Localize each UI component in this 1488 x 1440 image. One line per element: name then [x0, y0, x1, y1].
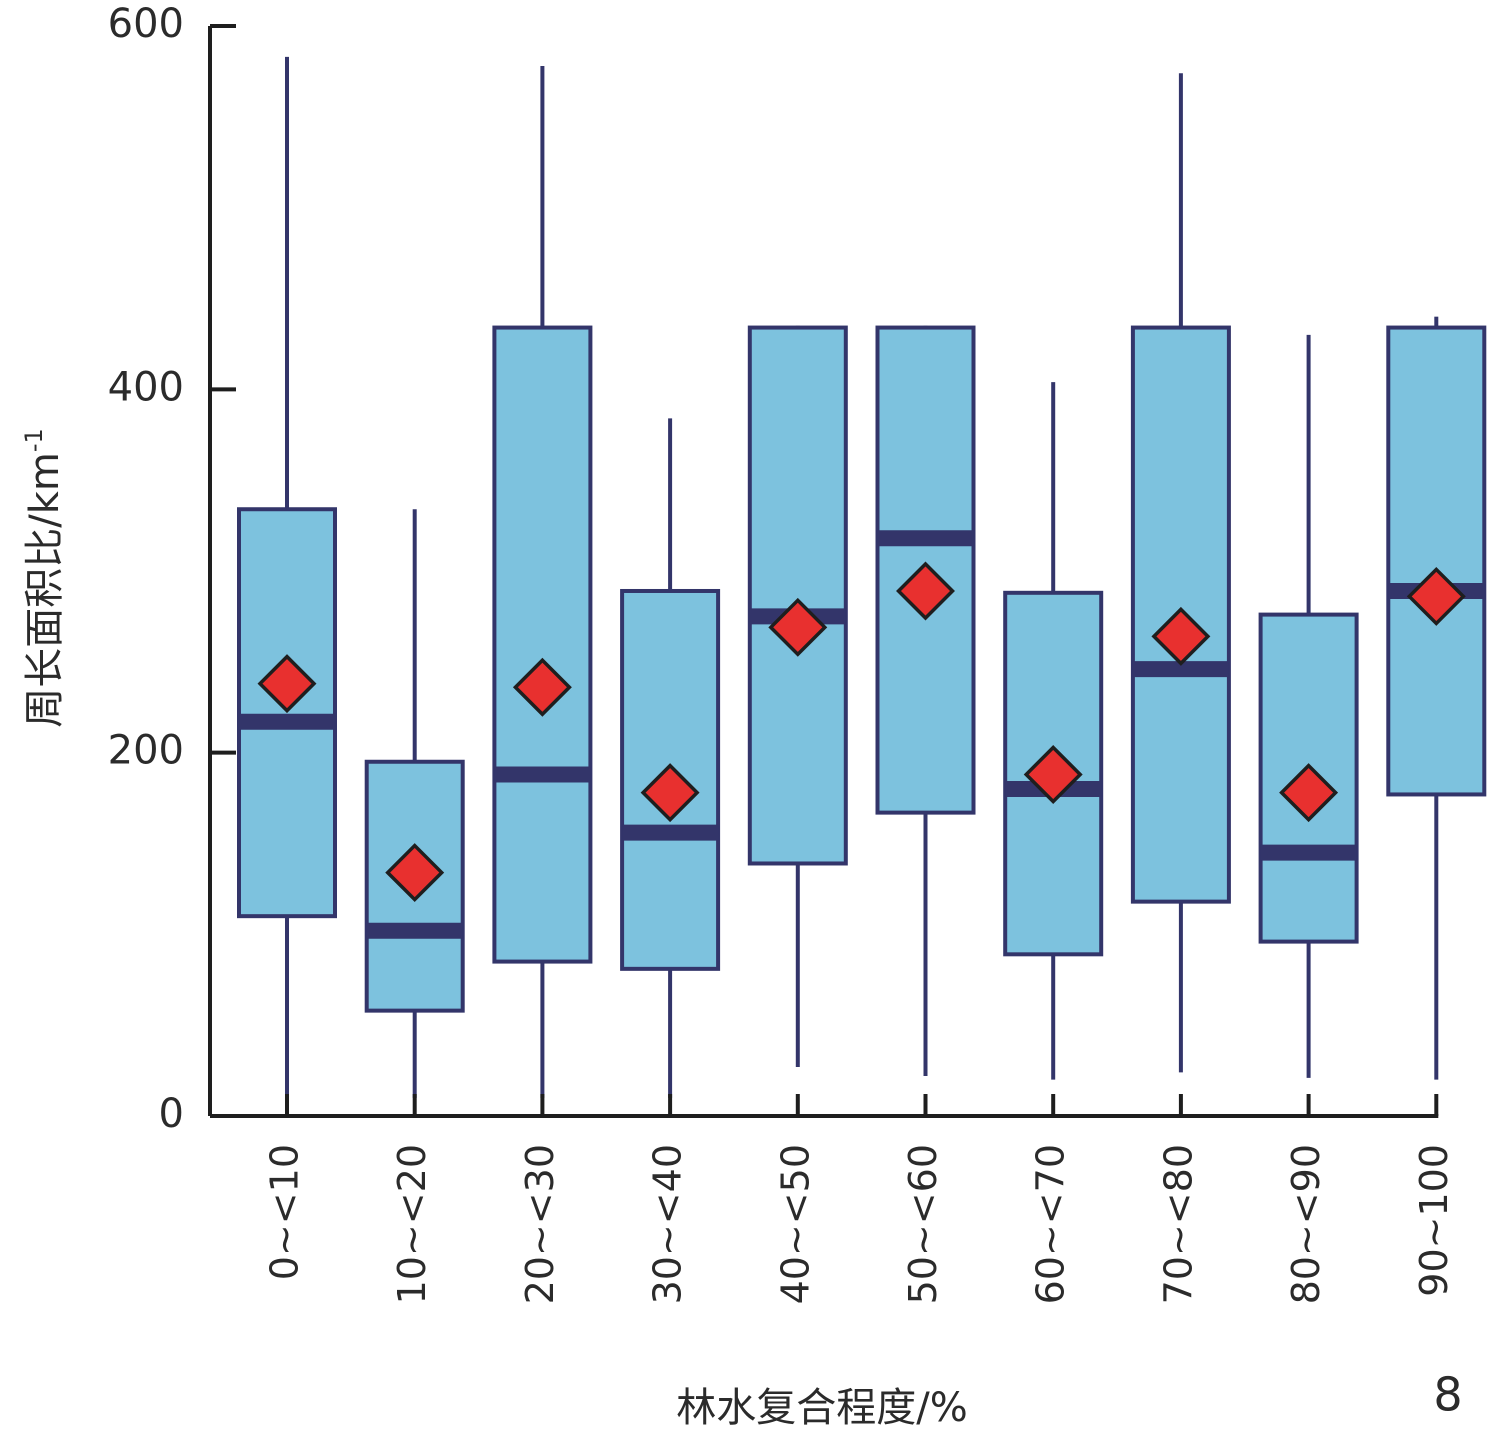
box	[492, 325, 593, 964]
panel-label: 8	[1433, 1368, 1462, 1422]
x-tick-label: 50~<60	[901, 1144, 945, 1304]
x-tick-label: 20~<30	[518, 1144, 562, 1304]
mean-marker	[768, 597, 828, 657]
x-tick-label: 0~<10	[263, 1144, 307, 1280]
y-axis-title: 周长面积比/km-1	[20, 428, 68, 728]
y-axis-title-main: 周长面积比/km	[22, 452, 68, 728]
y-tick-label: 0	[159, 1091, 184, 1137]
x-tick-label: 40~<50	[773, 1144, 817, 1304]
y-tick-label: 200	[108, 728, 184, 774]
axes: 0 200 400 600 0~<10 10~<20 20~<30 30~<40 40~<50 5…	[108, 1, 1456, 1304]
mean-marker	[640, 763, 700, 823]
plot-area	[237, 56, 1487, 1098]
mean-marker	[1406, 566, 1466, 626]
mean-marker	[1279, 763, 1339, 823]
mean-marker	[1151, 606, 1211, 666]
y-tick-label: 600	[108, 1, 184, 47]
y-axis-title-superscript: -1	[20, 428, 48, 452]
x-tick-label: 60~<70	[1029, 1144, 1073, 1304]
mean-marker	[1023, 744, 1083, 804]
x-tick-label: 30~<40	[646, 1144, 690, 1304]
x-tick-label: 70~<80	[1156, 1144, 1200, 1304]
box	[1386, 325, 1487, 797]
x-tick-label: 10~<20	[390, 1144, 434, 1304]
x-tick-label: 90~100	[1412, 1144, 1456, 1297]
box	[747, 325, 848, 866]
mean-marker	[512, 657, 572, 717]
mean-marker	[385, 843, 445, 903]
x-axis-title: 林水复合程度/%	[676, 1385, 967, 1431]
x-tick-label: 80~<90	[1284, 1144, 1328, 1304]
mean-marker	[257, 654, 317, 714]
y-tick-label: 400	[108, 364, 184, 410]
mean-marker	[896, 561, 955, 621]
